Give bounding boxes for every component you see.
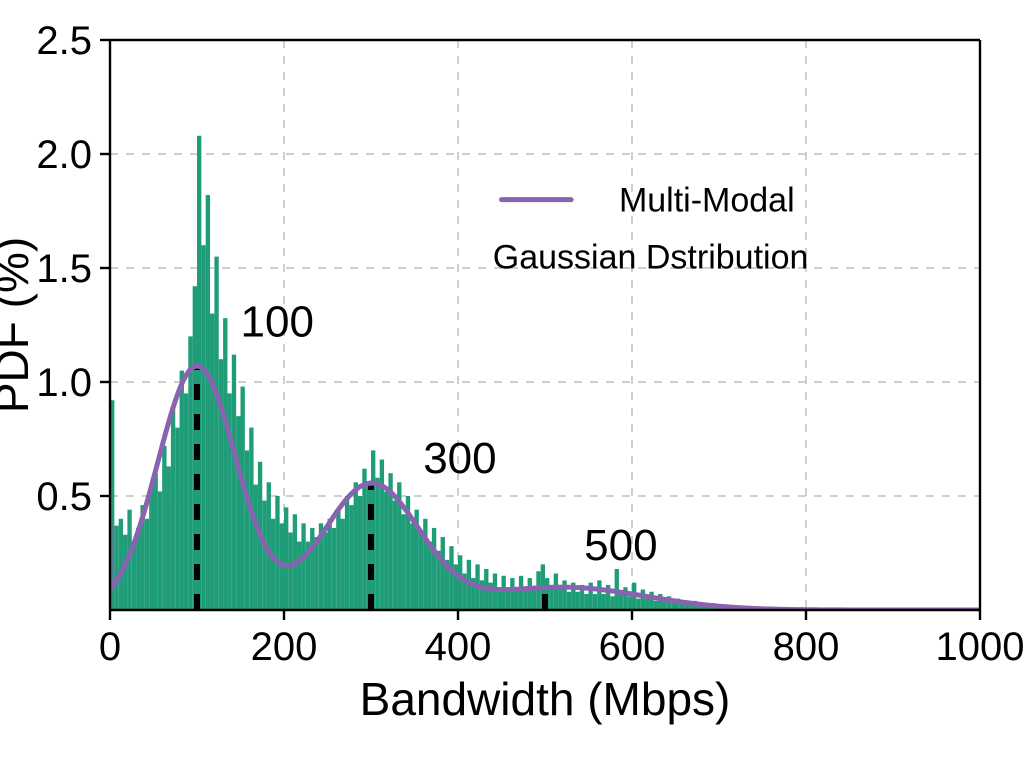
x-tick-label: 0: [99, 625, 121, 669]
peak-annotation: 300: [423, 434, 496, 483]
x-tick-label: 800: [773, 625, 840, 669]
legend-line1: Multi-Modal: [619, 182, 795, 220]
x-tick-label: 400: [425, 625, 492, 669]
y-tick-label: 2.5: [36, 19, 92, 63]
y-tick-label: 0.5: [36, 475, 92, 519]
x-axis-label: Bandwidth (Mbps): [360, 673, 731, 725]
chart-background: [0, 0, 1024, 768]
y-tick-label: 2.0: [36, 133, 92, 177]
pdf-bandwidth-chart: 0 200 400 600 800 1000 0.5 1.0 1.5 2.0 2.5 Bandwidt…: [0, 0, 1024, 768]
y-tick-label: 1.5: [36, 247, 92, 291]
legend-line2: Gaussian Dstribution: [493, 239, 809, 277]
peak-annotation: 500: [584, 521, 657, 570]
x-tick-label: 600: [599, 625, 666, 669]
peak-annotation: 100: [241, 297, 314, 346]
y-axis-label: PDF (%): [0, 237, 38, 413]
y-tick-label: 1.0: [36, 361, 92, 405]
x-tick-label: 1000: [936, 625, 1024, 669]
x-tick-label: 200: [251, 625, 318, 669]
